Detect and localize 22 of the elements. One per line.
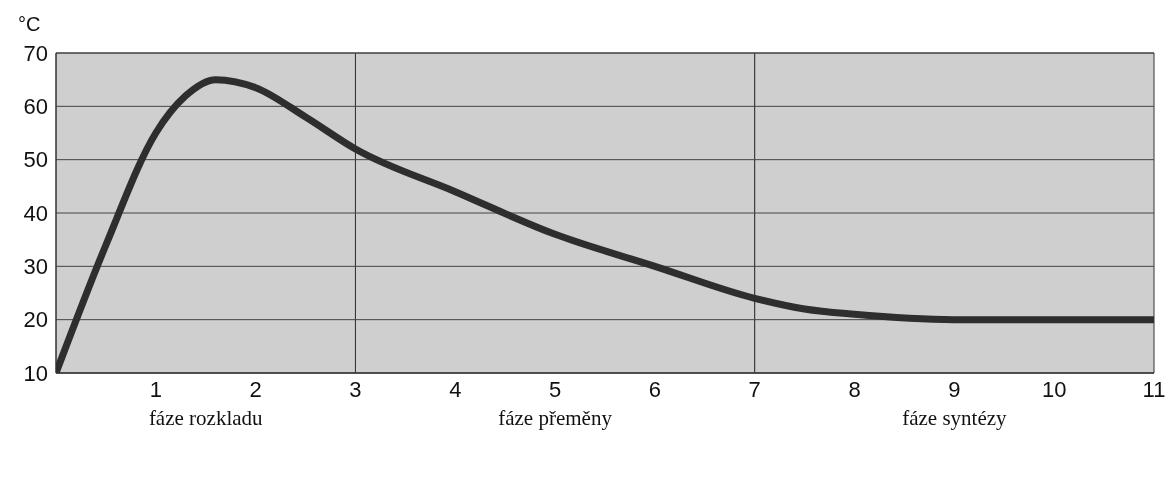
band-label: fáze syntézy xyxy=(902,406,1008,430)
y-tick-label: 40 xyxy=(23,200,48,226)
x-tick-label: 3 xyxy=(349,376,362,402)
x-tick-label: 2 xyxy=(249,376,262,402)
band-label: fáze přeměny xyxy=(498,406,613,430)
y-tick-label: 70 xyxy=(23,40,48,66)
x-tick-label: 4 xyxy=(449,376,462,402)
y-tick-label: 30 xyxy=(23,254,48,280)
band-label: fáze rozkladu xyxy=(148,406,264,430)
x-tick-label: 1 xyxy=(149,376,162,402)
y-axis-title: °C xyxy=(18,13,41,35)
y-tick-label: 10 xyxy=(23,360,48,386)
x-tick-label: 8 xyxy=(848,376,861,402)
x-tick-label: 7 xyxy=(748,376,761,402)
y-tick-label: 50 xyxy=(23,147,48,173)
x-tick-label: 11 xyxy=(1142,376,1166,402)
x-tick-label: 5 xyxy=(548,376,562,402)
y-tick-label: 20 xyxy=(23,307,48,333)
x-tick-label: 6 xyxy=(648,376,662,402)
x-tick-label: 10 xyxy=(1041,376,1067,402)
y-tick-label: 60 xyxy=(23,94,48,120)
x-tick-label: 9 xyxy=(948,376,961,402)
